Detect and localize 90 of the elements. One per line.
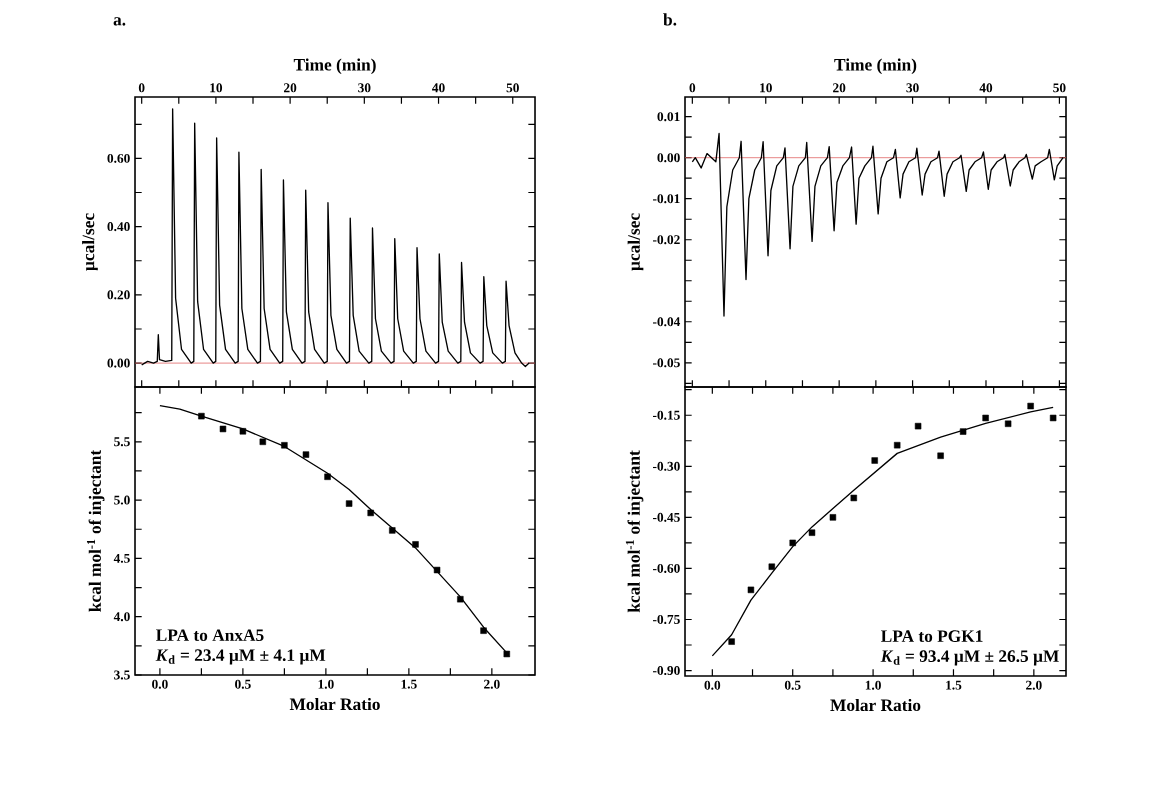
point	[937, 452, 944, 459]
point	[982, 414, 989, 422]
line-series	[141, 108, 530, 368]
y-tick-label: -0.30	[653, 461, 680, 471]
x-tick-label: 2.0	[484, 679, 500, 689]
y-tick-label: -0.75	[653, 614, 680, 625]
point	[239, 428, 247, 435]
x-tick-label: 0.0	[704, 680, 721, 690]
x-tick-label: 20	[833, 83, 846, 93]
y-tick-label: -0.45	[653, 512, 680, 522]
y-tick-label: 0.01	[657, 112, 680, 122]
x-tick-label: 0.0	[152, 679, 168, 689]
x-tick-label: 0	[138, 83, 145, 93]
point	[850, 494, 857, 502]
point	[959, 428, 967, 435]
y-tick-label: 5.0	[114, 495, 130, 505]
annotation: LPA to AnxA5	[156, 629, 264, 641]
point	[1027, 402, 1034, 410]
point	[871, 457, 878, 464]
x-axis-title: Molar Ratio	[830, 698, 921, 712]
line-series	[691, 132, 1064, 317]
x-tick-label: 50	[506, 83, 519, 93]
x-tick-label: 2.0	[1026, 680, 1042, 690]
x-axis-title: Time (min)	[834, 58, 917, 75]
point	[281, 442, 288, 449]
y-tick-label: 4.5	[113, 553, 130, 563]
point	[728, 638, 735, 645]
y-tick-label: -0.04	[653, 317, 681, 327]
point	[302, 451, 310, 458]
point	[198, 412, 205, 420]
annotation: K$_{d}$ = 93.4 µM ± 26.5 µM	[880, 650, 1059, 666]
x-tick-label: 30	[358, 83, 371, 93]
point	[914, 422, 922, 430]
y-axis-title: µcal/sec	[627, 213, 644, 271]
x-tick-label: 30	[906, 83, 919, 93]
point	[894, 441, 901, 449]
point	[768, 563, 776, 570]
y-tick-label: 3.5	[114, 670, 130, 680]
y-axis-title: kcal mol$^{-1}$ of injectant	[86, 449, 105, 612]
x-tick-label: 1.0	[318, 679, 334, 689]
point	[1004, 420, 1012, 427]
annotation: LPA to PGK1	[880, 630, 983, 642]
point	[433, 566, 441, 574]
point	[457, 595, 464, 603]
chart-title: b.	[663, 13, 677, 26]
x-axis-title: Time (min)	[293, 58, 376, 75]
x-tick-label: 1.5	[946, 680, 962, 690]
y-tick-label: 0.40	[107, 222, 130, 232]
point	[789, 539, 796, 547]
y-tick-label: 0.60	[107, 153, 130, 163]
point	[259, 438, 267, 445]
x-axis-title: Molar Ratio	[289, 697, 380, 711]
x-tick-label: 0.5	[784, 680, 801, 690]
x-tick-label: 1.0	[865, 680, 881, 690]
y-tick-label: -0.90	[653, 666, 680, 676]
y-tick-label: 5.5	[114, 437, 130, 447]
y-tick-label: 4.0	[113, 612, 130, 622]
x-tick-label: 40	[432, 83, 445, 93]
point	[367, 509, 374, 517]
point	[480, 627, 487, 634]
point	[747, 586, 755, 594]
y-axis-title: µcal/sec	[82, 213, 98, 271]
y-tick-label: 0.00	[657, 153, 680, 163]
point	[503, 650, 510, 658]
x-tick-label: 1.5	[401, 679, 417, 689]
point	[412, 541, 419, 548]
point	[219, 425, 227, 433]
x-tick-label: 0.5	[235, 679, 251, 689]
x-tick-label: 40	[979, 83, 993, 93]
y-tick-label: -0.60	[653, 563, 680, 573]
point	[389, 527, 396, 534]
x-tick-label: 0	[689, 83, 696, 93]
x-tick-label: 10	[210, 83, 223, 93]
y-tick-label: -0.15	[653, 410, 680, 420]
y-tick-label: -0.05	[653, 358, 680, 368]
point	[324, 473, 331, 480]
point	[1049, 414, 1057, 422]
y-tick-label: 0.00	[107, 358, 130, 368]
y-tick-label: -0.01	[653, 194, 680, 204]
y-tick-label: -0.02	[653, 235, 680, 245]
point	[829, 514, 837, 521]
y-tick-label: 0.20	[107, 290, 130, 300]
x-tick-label: 10	[760, 83, 772, 93]
x-tick-label: 20	[284, 83, 297, 93]
point	[808, 529, 816, 536]
point	[345, 500, 353, 507]
y-axis-title: kcal mol$^{-1}$ of injectant	[625, 450, 644, 613]
chart-title: a.	[113, 17, 126, 26]
x-tick-label: 50	[1053, 83, 1066, 93]
annotation: K$_{d}$ = 23.4 µM ± 4.1 µM	[155, 649, 326, 665]
